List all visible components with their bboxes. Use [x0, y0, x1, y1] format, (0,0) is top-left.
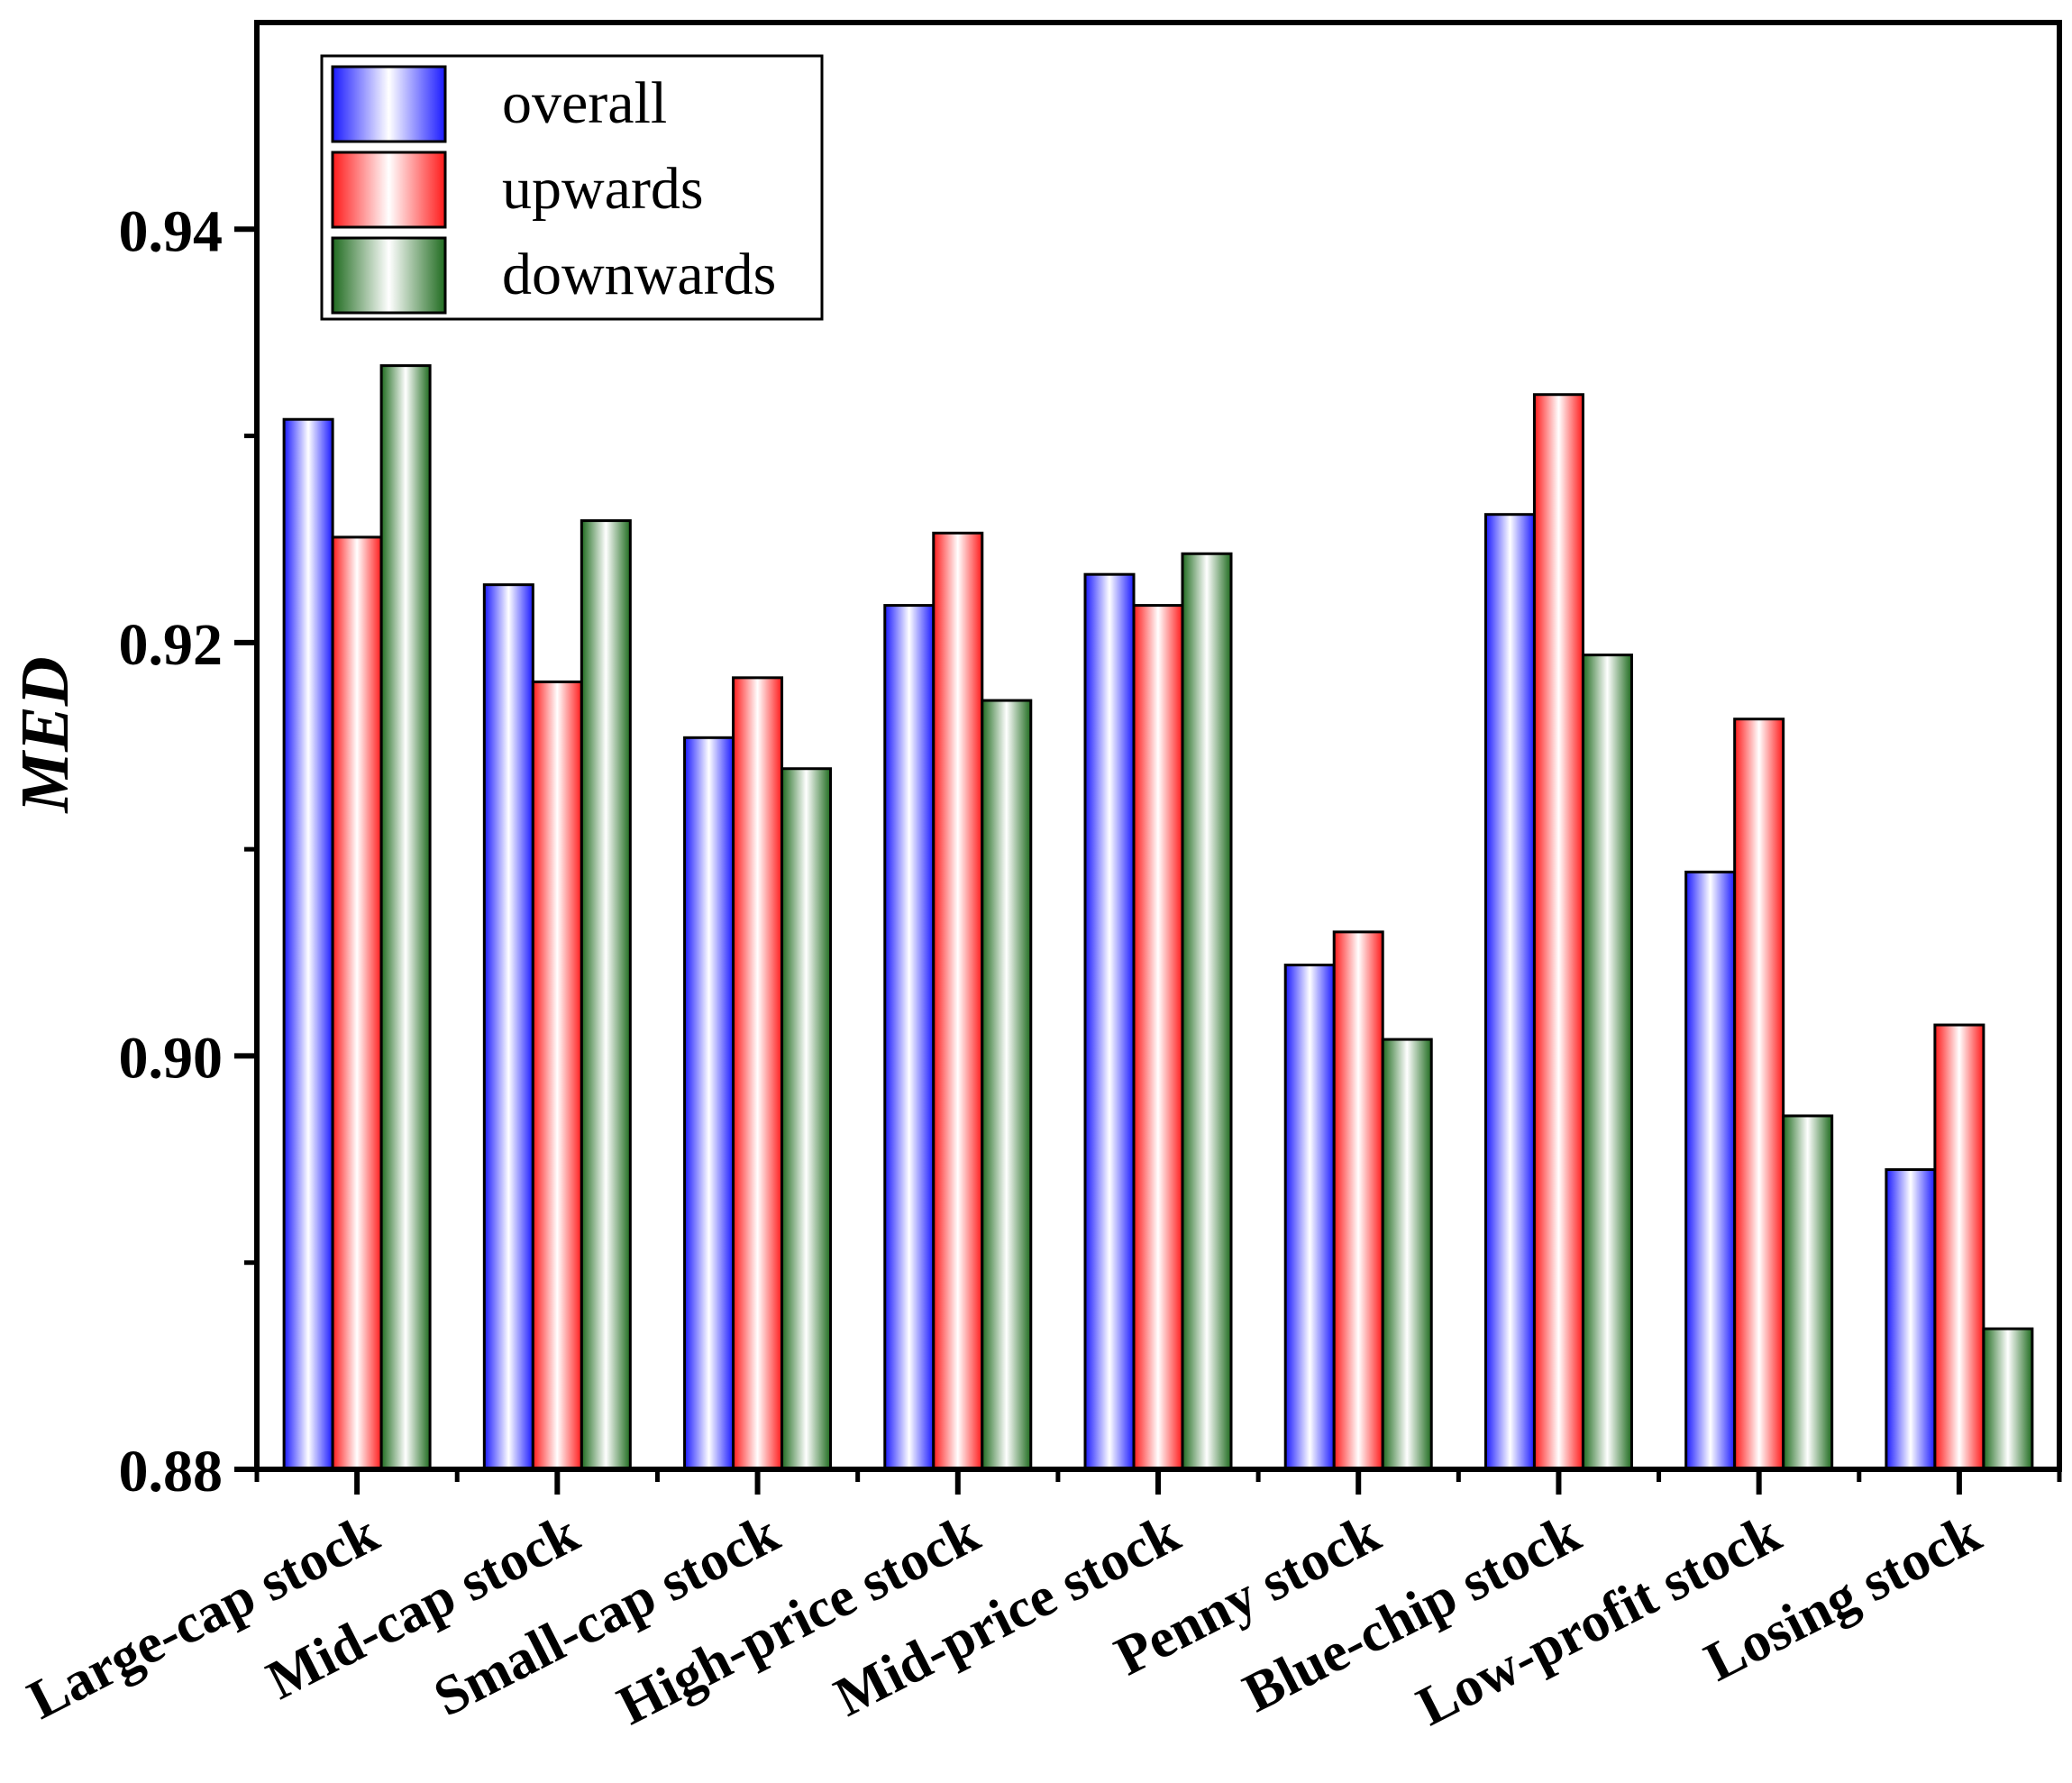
y-axis-title: MED — [7, 656, 83, 813]
bar-upwards-9 — [1933, 1023, 1985, 1471]
x-tick-label: Large-cap stock — [19, 1503, 388, 1732]
legend-swatch-upwards — [331, 151, 447, 229]
y-tick-label: 0.90 — [119, 1025, 224, 1091]
bar-downwards-7 — [1581, 654, 1633, 1471]
bar-upwards-5 — [1132, 604, 1184, 1471]
y-tick-label: 0.88 — [119, 1439, 224, 1504]
bar-upwards-1 — [331, 535, 383, 1471]
legend-swatch-overall — [331, 65, 447, 143]
bar-downwards-6 — [1381, 1038, 1433, 1471]
bar-upwards-8 — [1733, 718, 1785, 1471]
bar-overall-1 — [282, 417, 334, 1471]
y-tick-label: 0.92 — [119, 612, 224, 678]
bar-overall-2 — [482, 583, 534, 1471]
bar-upwards-7 — [1532, 393, 1584, 1471]
x-tick-label: Mid-price stock — [826, 1503, 1190, 1729]
bar-overall-6 — [1283, 964, 1336, 1471]
bar-downwards-4 — [981, 699, 1033, 1471]
bar-overall-7 — [1483, 513, 1536, 1471]
bar-upwards-3 — [732, 676, 784, 1471]
bar-downwards-2 — [580, 519, 632, 1471]
x-tick-label: Small-cap stock — [424, 1503, 789, 1729]
bar-overall-8 — [1684, 870, 1737, 1471]
bar-downwards-1 — [379, 364, 432, 1471]
legend-label-overall: overall — [502, 70, 667, 136]
bar-downwards-3 — [780, 767, 833, 1471]
bar-downwards-9 — [1982, 1327, 2034, 1471]
legend-swatch-downwards — [331, 236, 447, 315]
legend-label-upwards: upwards — [502, 156, 704, 222]
bar-downwards-8 — [1782, 1114, 1834, 1471]
legend: overall upwards downwards — [320, 54, 824, 321]
bar-downwards-5 — [1181, 552, 1233, 1471]
y-tick-label: 0.94 — [119, 198, 224, 264]
bar-overall-9 — [1885, 1168, 1937, 1471]
bar-overall-3 — [683, 736, 735, 1471]
bar-upwards-2 — [531, 680, 583, 1471]
bar-upwards-6 — [1332, 930, 1384, 1471]
legend-label-downwards: downwards — [502, 242, 776, 307]
bar-upwards-4 — [932, 531, 984, 1471]
bar-overall-4 — [883, 604, 936, 1471]
bar-overall-5 — [1083, 572, 1136, 1471]
bars-layer — [282, 364, 2034, 1471]
